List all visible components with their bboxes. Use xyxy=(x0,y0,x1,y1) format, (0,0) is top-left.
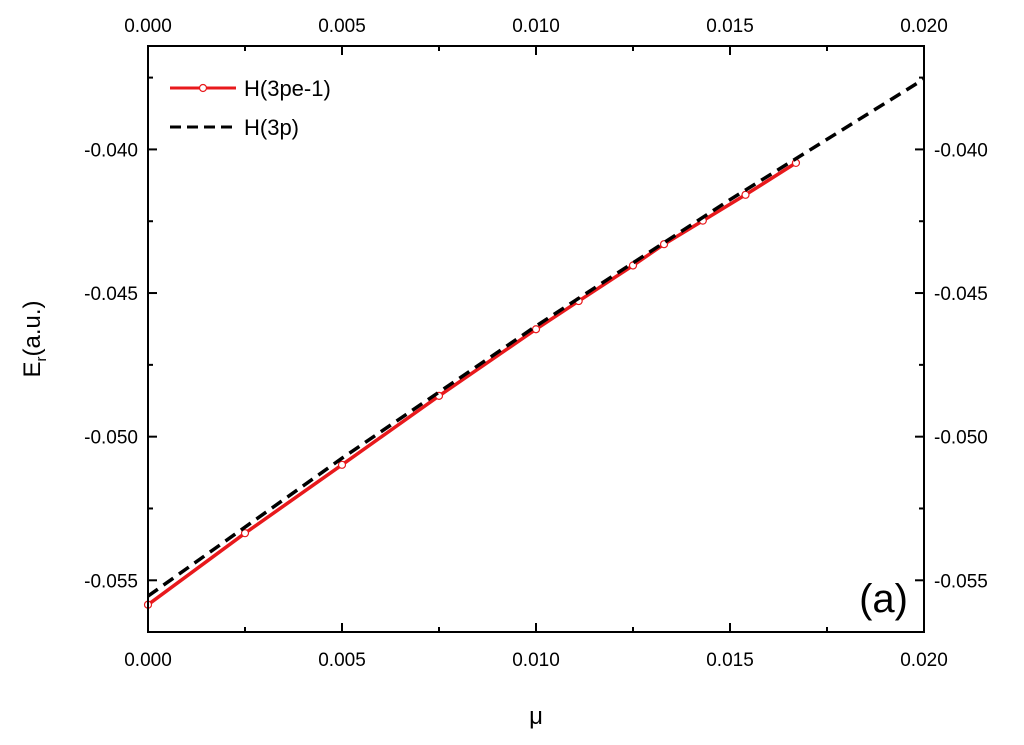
data-point-h3pe1 xyxy=(531,325,541,334)
y-tick-label-right: -0.050 xyxy=(934,428,988,449)
series-layer xyxy=(143,77,925,609)
series-line-h3pe1 xyxy=(146,161,797,607)
y-tick-label-right: -0.055 xyxy=(934,571,988,592)
y-axis-title: Er(a.u.) xyxy=(19,300,50,377)
x-tick-label-top: 0.005 xyxy=(318,16,366,37)
panel-label: (a) xyxy=(859,577,908,621)
y-tick-label-left: -0.055 xyxy=(84,571,138,592)
y-tick-label-left: -0.040 xyxy=(84,140,138,161)
legend-marker-h3pe1 xyxy=(198,83,208,93)
series-line-h3p xyxy=(146,77,925,598)
x-tick-label-bottom: 0.020 xyxy=(900,650,948,671)
y-tick-label-left: -0.050 xyxy=(84,428,138,449)
x-axis-title: μ xyxy=(529,703,543,730)
x-tick-label-top: 0.000 xyxy=(124,16,172,37)
x-tick-label-top: 0.015 xyxy=(706,16,754,37)
x-tick-label-top: 0.010 xyxy=(512,16,560,37)
y-axis-title-subscript: r xyxy=(33,357,50,362)
legend-label-h3pe1: H(3pe-1) xyxy=(244,76,331,101)
x-tick-label-top: 0.020 xyxy=(900,16,948,37)
y-tick-label-right: -0.045 xyxy=(934,284,988,305)
x-tick-label-bottom: 0.000 xyxy=(124,650,172,671)
tick-layer xyxy=(147,46,925,632)
legend-label-h3p: H(3p) xyxy=(244,115,299,140)
x-tick-label-bottom: 0.005 xyxy=(318,650,366,671)
y-tick-label-right: -0.040 xyxy=(934,140,988,161)
data-point-h3pe1 xyxy=(741,190,750,199)
x-tick-label-bottom: 0.010 xyxy=(512,650,560,671)
y-axis-title-main: E xyxy=(19,362,46,378)
y-tick-label-left: -0.045 xyxy=(84,284,138,305)
data-point-h3pe1 xyxy=(337,460,347,469)
legend: H(3pe-1) H(3p) xyxy=(170,76,331,140)
data-point-h3pe1 xyxy=(240,529,250,538)
tick-label-layer: 0.000 0.000 0.005 0.005 0.010 0.010 0.015 0.015… xyxy=(84,16,988,671)
y-axis-title-unit: (a.u.) xyxy=(19,300,46,356)
x-tick-label-bottom: 0.015 xyxy=(706,650,754,671)
